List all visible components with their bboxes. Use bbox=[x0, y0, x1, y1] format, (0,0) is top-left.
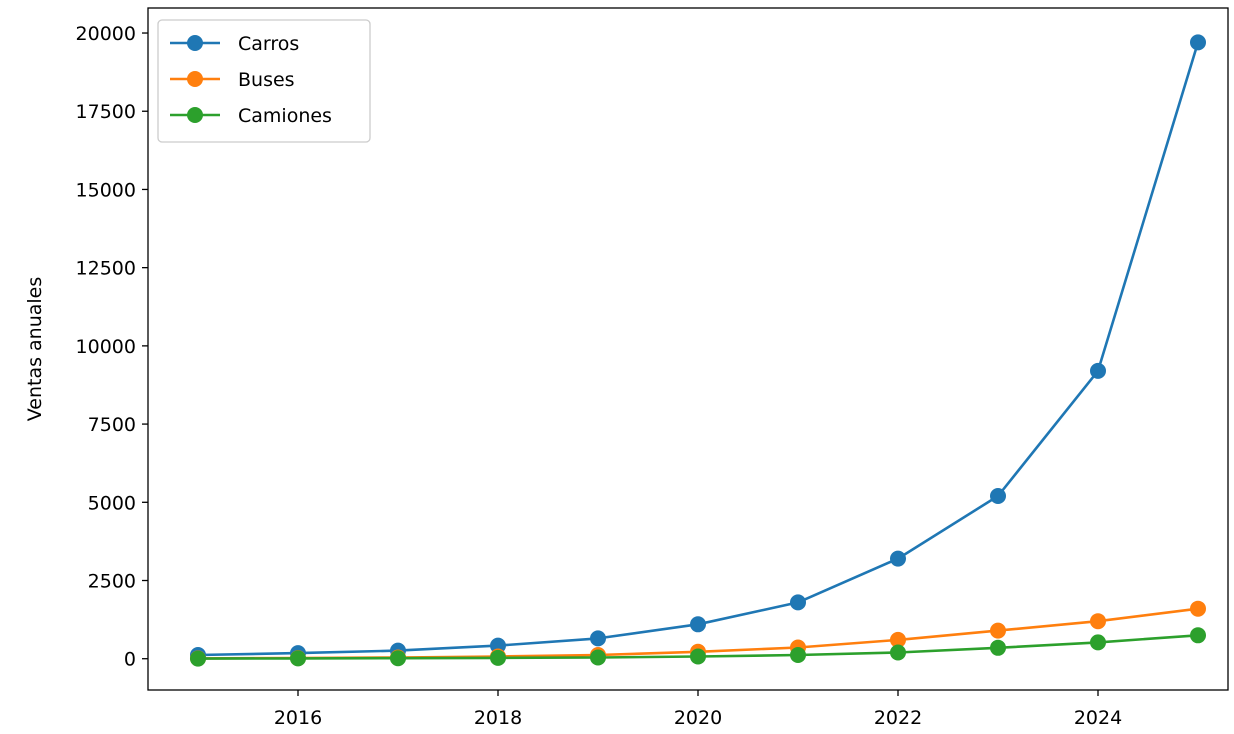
data-point-camiones-2023 bbox=[990, 639, 1006, 656]
y-tick-label: 15000 bbox=[76, 179, 136, 201]
legend-marker-carros bbox=[187, 35, 203, 51]
y-tick-label: 0 bbox=[124, 649, 136, 671]
x-tick-label: 2016 bbox=[274, 707, 322, 729]
y-tick-label: 7500 bbox=[88, 414, 136, 436]
data-point-buses-2022 bbox=[890, 631, 906, 648]
y-axis-label: Ventas anuales bbox=[24, 277, 46, 422]
x-tick-label: 2024 bbox=[1074, 707, 1122, 729]
data-point-buses-2025 bbox=[1190, 600, 1206, 617]
y-tick-label: 20000 bbox=[76, 23, 136, 45]
data-point-camiones-2024 bbox=[1090, 634, 1106, 651]
y-tick-label: 2500 bbox=[88, 571, 136, 593]
x-tick-label: 2022 bbox=[874, 707, 922, 729]
y-tick-label: 10000 bbox=[76, 336, 136, 358]
x-tick-label: 2018 bbox=[474, 707, 522, 729]
legend-marker-buses bbox=[187, 71, 203, 87]
data-point-carros-2025 bbox=[1190, 34, 1206, 51]
data-point-buses-2023 bbox=[990, 622, 1006, 639]
data-point-carros-2023 bbox=[990, 488, 1006, 504]
legend-marker-camiones bbox=[187, 107, 203, 123]
data-point-camiones-2020 bbox=[690, 648, 706, 665]
data-point-camiones-2021 bbox=[790, 647, 806, 663]
data-point-carros-2021 bbox=[790, 594, 806, 611]
legend-box bbox=[157, 19, 371, 143]
data-point-camiones-2016 bbox=[290, 650, 306, 667]
data-point-carros-2020 bbox=[690, 616, 706, 633]
data-point-carros-2019 bbox=[590, 630, 606, 647]
y-tick-label: 17500 bbox=[76, 101, 136, 123]
data-point-camiones-2015 bbox=[190, 650, 206, 667]
data-point-carros-2022 bbox=[890, 550, 906, 567]
axes: 0 2500 5000 7500 10000 12500 15000 17500 20000 20… bbox=[24, 7, 1229, 729]
data-point-camiones-2017 bbox=[390, 650, 406, 667]
legend-label-carros: Carros bbox=[238, 33, 299, 55]
y-tick-label: 5000 bbox=[88, 492, 136, 514]
y-tick-label: 12500 bbox=[76, 258, 136, 280]
legend: Carros Buses Camiones bbox=[157, 19, 371, 143]
data-point-camiones-2019 bbox=[590, 649, 606, 666]
data-point-carros-2024 bbox=[1090, 362, 1106, 379]
x-tick-label: 2020 bbox=[674, 707, 722, 729]
data-point-camiones-2018 bbox=[490, 649, 506, 666]
data-point-buses-2024 bbox=[1090, 613, 1106, 630]
data-point-camiones-2022 bbox=[890, 644, 906, 661]
data-point-camiones-2025 bbox=[1190, 627, 1206, 644]
legend-label-buses: Buses bbox=[238, 69, 295, 91]
legend-label-camiones: Camiones bbox=[238, 105, 332, 127]
axes-frame bbox=[147, 7, 1229, 691]
plot-area bbox=[190, 34, 1206, 667]
